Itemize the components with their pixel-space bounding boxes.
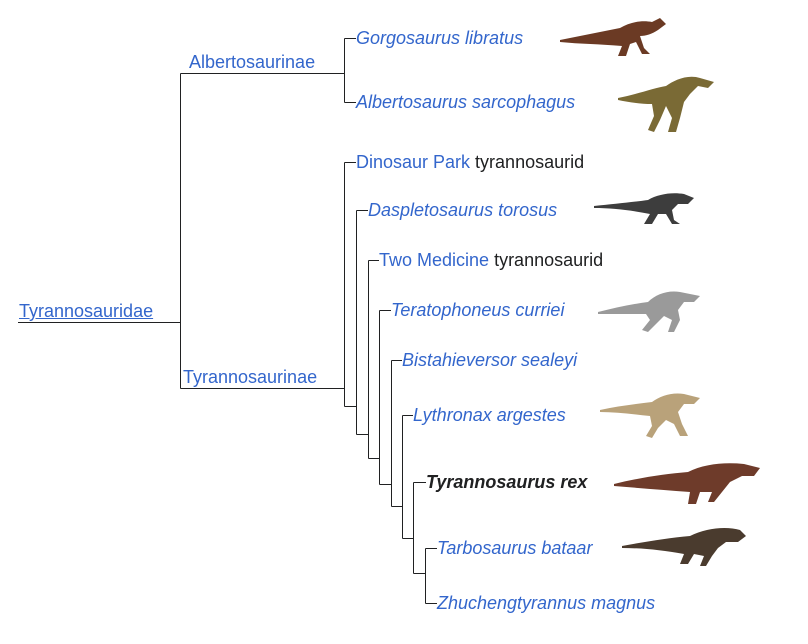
- trex-silhouette: [614, 463, 760, 504]
- teratophoneus-silhouette: [598, 291, 700, 332]
- taxon-albertosaurus-sarcophagus[interactable]: Albertosaurus sarcophagus: [356, 92, 576, 112]
- taxon-bistahieversor-sealeyi[interactable]: Bistahieversor sealeyi: [402, 350, 578, 370]
- lythronax-silhouette: [600, 393, 700, 438]
- taxon-teratophoneus-curriei[interactable]: Teratophoneus curriei: [391, 300, 565, 320]
- taxon-zhuchengtyrannus-magnus[interactable]: Zhuchengtyrannus magnus: [437, 593, 656, 613]
- tarbosaurus-silhouette: [622, 528, 746, 566]
- taxon-tyrannosaurus-rex: Tyrannosaurus rex: [426, 472, 588, 492]
- taxon-daspletosaurus-torosus[interactable]: Daspletosaurus torosus: [368, 200, 558, 220]
- dinosaur-park-suffix: tyrannosaurid: [470, 152, 585, 172]
- taxon-dinosaur-park-tyrannosaurid: Dinosaur Park tyrannosaurid: [356, 151, 584, 173]
- taxon-tarbosaurus-bataar[interactable]: Tarbosaurus bataar: [437, 538, 593, 558]
- taxon-two-medicine-tyrannosaurid: Two Medicine tyrannosaurid: [379, 249, 603, 271]
- dinosaur-park-link[interactable]: Dinosaur Park: [356, 152, 471, 172]
- taxon-lythronax-argestes[interactable]: Lythronax argestes: [413, 405, 566, 425]
- gorgosaurus-silhouette: [560, 18, 666, 56]
- clade-label-albertosaurinae[interactable]: Albertosaurinae: [189, 52, 316, 72]
- taxon-gorgosaurus-libratus[interactable]: Gorgosaurus libratus: [356, 28, 524, 48]
- daspletosaurus-silhouette: [594, 193, 694, 224]
- clade-label-tyrannosauridae[interactable]: Tyrannosauridae: [19, 301, 154, 321]
- albertosaurus-silhouette: [618, 76, 714, 132]
- two-medicine-link[interactable]: Two Medicine: [379, 250, 490, 270]
- clade-label-tyrannosaurinae[interactable]: Tyrannosaurinae: [183, 367, 318, 387]
- two-medicine-suffix: tyrannosaurid: [489, 250, 604, 270]
